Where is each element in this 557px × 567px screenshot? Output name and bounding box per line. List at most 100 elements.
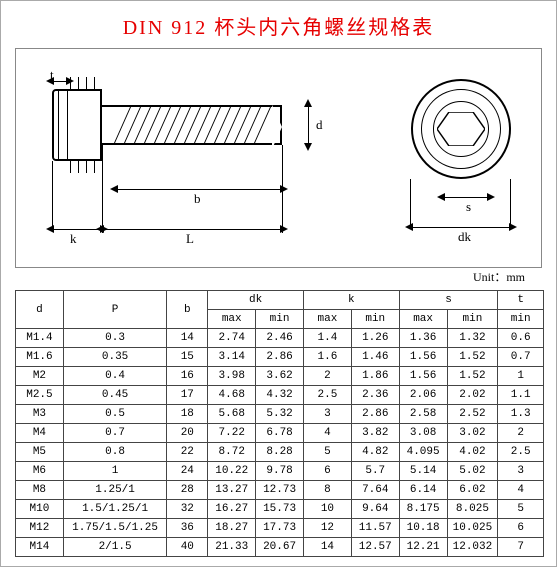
cell-t: 4 (498, 481, 544, 500)
cell-dk_max: 21.33 (208, 538, 256, 557)
cell-k_min: 1.86 (351, 367, 399, 386)
bolt-threads (116, 107, 276, 143)
cell-k_max: 1.4 (304, 329, 352, 348)
table-row: M121.75/1.5/1.253618.2717.731211.5710.18… (16, 519, 544, 538)
cell-k_min: 7.64 (351, 481, 399, 500)
cell-dk_max: 10.22 (208, 462, 256, 481)
cell-dk_min: 4.32 (256, 386, 304, 405)
cell-t: 2 (498, 424, 544, 443)
cell-b: 22 (167, 443, 208, 462)
th-dk: dk (208, 291, 304, 310)
cell-b: 15 (167, 348, 208, 367)
cell-t: 0.7 (498, 348, 544, 367)
cell-s_max: 3.08 (399, 424, 447, 443)
page-container: DIN 912 杯头内六角螺丝规格表 t d (0, 0, 557, 567)
cell-s_max: 2.06 (399, 386, 447, 405)
cell-b: 28 (167, 481, 208, 500)
cell-t: 1 (498, 367, 544, 386)
cell-d: M2.5 (16, 386, 64, 405)
cell-s_max: 8.175 (399, 500, 447, 519)
dim-label-d: d (316, 117, 323, 133)
table-row: M20.4163.983.6221.861.561.521 (16, 367, 544, 386)
cell-dk_min: 6.78 (256, 424, 304, 443)
cell-dk_min: 12.73 (256, 481, 304, 500)
unit-label: Unit：mm (473, 268, 525, 285)
cell-dk_max: 3.14 (208, 348, 256, 367)
th-s-min: min (447, 310, 498, 329)
cell-s_min: 6.02 (447, 481, 498, 500)
cell-t: 0.6 (498, 329, 544, 348)
cell-s_min: 1.52 (447, 348, 498, 367)
th-t-min: min (498, 310, 544, 329)
th-d: d (16, 291, 64, 329)
cell-k_max: 6 (304, 462, 352, 481)
cell-t: 2.5 (498, 443, 544, 462)
cell-d: M8 (16, 481, 64, 500)
cell-dk_max: 8.72 (208, 443, 256, 462)
cell-s_max: 2.58 (399, 405, 447, 424)
cell-d: M1.6 (16, 348, 64, 367)
cell-s_min: 2.02 (447, 386, 498, 405)
cell-P: 0.5 (63, 405, 166, 424)
cell-d: M2 (16, 367, 64, 386)
cell-k_min: 5.7 (351, 462, 399, 481)
cell-dk_min: 17.73 (256, 519, 304, 538)
table-row: M40.7207.226.7843.823.083.022 (16, 424, 544, 443)
cell-s_min: 1.52 (447, 367, 498, 386)
th-s: s (399, 291, 498, 310)
cell-d: M4 (16, 424, 64, 443)
dim-label-L: L (186, 231, 194, 247)
dim-label-k: k (70, 231, 77, 247)
cell-b: 20 (167, 424, 208, 443)
cell-dk_min: 9.78 (256, 462, 304, 481)
cell-d: M1.4 (16, 329, 64, 348)
cell-dk_max: 4.68 (208, 386, 256, 405)
th-k-max: max (304, 310, 352, 329)
cell-dk_max: 18.27 (208, 519, 256, 538)
cell-d: M5 (16, 443, 64, 462)
cell-k_min: 12.57 (351, 538, 399, 557)
table-body: M1.40.3142.742.461.41.261.361.320.6M1.60… (16, 329, 544, 557)
cell-k_max: 5 (304, 443, 352, 462)
bolt-diagram: t d b k L (15, 48, 542, 268)
cell-t: 3 (498, 462, 544, 481)
cell-d: M10 (16, 500, 64, 519)
cell-s_min: 5.02 (447, 462, 498, 481)
bolt-end-view (411, 79, 511, 179)
cell-k_max: 14 (304, 538, 352, 557)
cell-k_max: 2 (304, 367, 352, 386)
cell-s_max: 10.18 (399, 519, 447, 538)
cell-s_min: 4.02 (447, 443, 498, 462)
dim-label-b: b (194, 191, 201, 207)
cell-dk_max: 13.27 (208, 481, 256, 500)
dim-label-s: s (466, 199, 471, 215)
table-row: M142/1.54021.3320.671412.5712.2112.0327 (16, 538, 544, 557)
cell-b: 16 (167, 367, 208, 386)
table-row: M1.60.35153.142.861.61.461.561.520.7 (16, 348, 544, 367)
cell-dk_min: 2.46 (256, 329, 304, 348)
cell-s_min: 8.025 (447, 500, 498, 519)
cell-s_max: 1.36 (399, 329, 447, 348)
page-title: DIN 912 杯头内六角螺丝规格表 (1, 1, 556, 48)
cell-s_min: 1.32 (447, 329, 498, 348)
cell-k_min: 2.36 (351, 386, 399, 405)
cell-P: 0.4 (63, 367, 166, 386)
cell-P: 0.7 (63, 424, 166, 443)
cell-dk_min: 8.28 (256, 443, 304, 462)
cell-P: 0.8 (63, 443, 166, 462)
cell-dk_min: 5.32 (256, 405, 304, 424)
cell-k_max: 4 (304, 424, 352, 443)
th-dk-max: max (208, 310, 256, 329)
cell-dk_max: 3.98 (208, 367, 256, 386)
cell-dk_min: 2.86 (256, 348, 304, 367)
cell-P: 1.75/1.5/1.25 (63, 519, 166, 538)
cell-P: 1 (63, 462, 166, 481)
th-b: b (167, 291, 208, 329)
cell-s_max: 4.095 (399, 443, 447, 462)
cell-k_max: 2.5 (304, 386, 352, 405)
cell-b: 18 (167, 405, 208, 424)
cell-dk_min: 20.67 (256, 538, 304, 557)
cell-k_min: 4.82 (351, 443, 399, 462)
th-p: P (63, 291, 166, 329)
table-row: M612410.229.7865.75.145.023 (16, 462, 544, 481)
